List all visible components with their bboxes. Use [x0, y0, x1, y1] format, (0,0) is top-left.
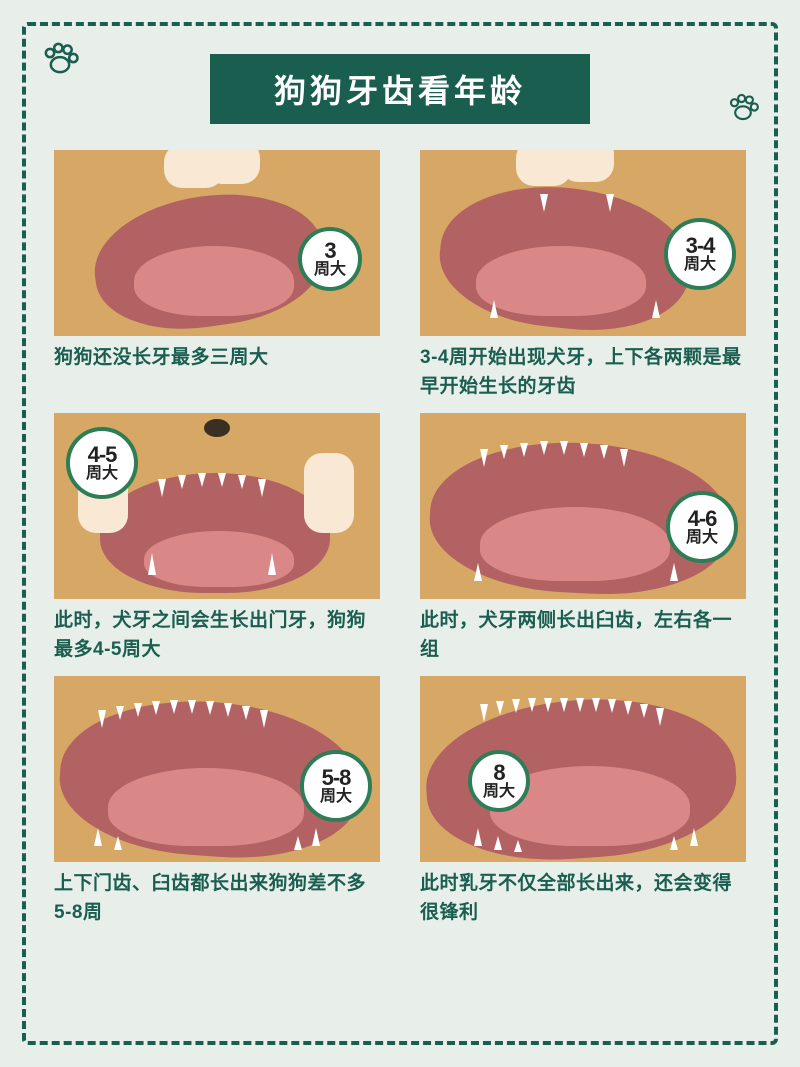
panel: 4-5 周大 此时，犬牙之间会生长出门牙，狗狗最多4-5周大	[54, 413, 380, 664]
infographic-frame: 狗狗牙齿看年龄 3 周大 狗狗还没长牙最多三周大	[22, 22, 778, 1045]
panel-caption: 此时，犬牙两侧长出臼齿，左右各一组	[420, 607, 746, 664]
badge-number: 4-5	[88, 443, 117, 466]
badge-unit: 周大	[483, 784, 515, 801]
panel: 3 周大 狗狗还没长牙最多三周大	[54, 150, 380, 401]
age-badge: 8 周大	[468, 750, 530, 812]
panel: 4-6 周大 此时，犬牙两侧长出臼齿，左右各一组	[420, 413, 746, 664]
badge-unit: 周大	[320, 789, 352, 806]
badge-number: 8	[493, 761, 504, 784]
panel: 3-4 周大 3-4周开始出现犬牙，上下各两颗是最早开始生长的牙齿	[420, 150, 746, 401]
age-badge: 3-4 周大	[664, 218, 736, 290]
badge-number: 3	[324, 239, 335, 262]
panel: 5-8 周大 上下门齿、臼齿都长出来狗狗差不多5-8周	[54, 676, 380, 927]
badge-number: 3-4	[686, 234, 715, 257]
age-badge: 3 周大	[298, 227, 362, 291]
age-badge: 4-6 周大	[666, 491, 738, 563]
age-badge: 4-5 周大	[66, 427, 138, 499]
illustration: 3 周大	[54, 150, 380, 336]
badge-unit: 周大	[86, 466, 118, 483]
badge-number: 4-6	[688, 507, 717, 530]
panel-caption: 狗狗还没长牙最多三周大	[54, 344, 380, 373]
panel-caption: 此时乳牙不仅全部长出来，还会变得很锋利	[420, 870, 746, 927]
badge-unit: 周大	[686, 530, 718, 547]
panel-caption: 3-4周开始出现犬牙，上下各两颗是最早开始生长的牙齿	[420, 344, 746, 401]
illustration: 4-5 周大	[54, 413, 380, 599]
panel-caption: 上下门齿、臼齿都长出来狗狗差不多5-8周	[54, 870, 380, 927]
badge-unit: 周大	[684, 257, 716, 274]
illustration: 8 周大	[420, 676, 746, 862]
illustration: 4-6 周大	[420, 413, 746, 599]
page-title: 狗狗牙齿看年龄	[210, 54, 590, 124]
panel-grid: 3 周大 狗狗还没长牙最多三周大 3-4 周大	[54, 150, 746, 927]
panel: 8 周大 此时乳牙不仅全部长出来，还会变得很锋利	[420, 676, 746, 927]
badge-number: 5-8	[322, 766, 351, 789]
panel-caption: 此时，犬牙之间会生长出门牙，狗狗最多4-5周大	[54, 607, 380, 664]
illustration: 5-8 周大	[54, 676, 380, 862]
illustration: 3-4 周大	[420, 150, 746, 336]
badge-unit: 周大	[314, 262, 346, 279]
age-badge: 5-8 周大	[300, 750, 372, 822]
